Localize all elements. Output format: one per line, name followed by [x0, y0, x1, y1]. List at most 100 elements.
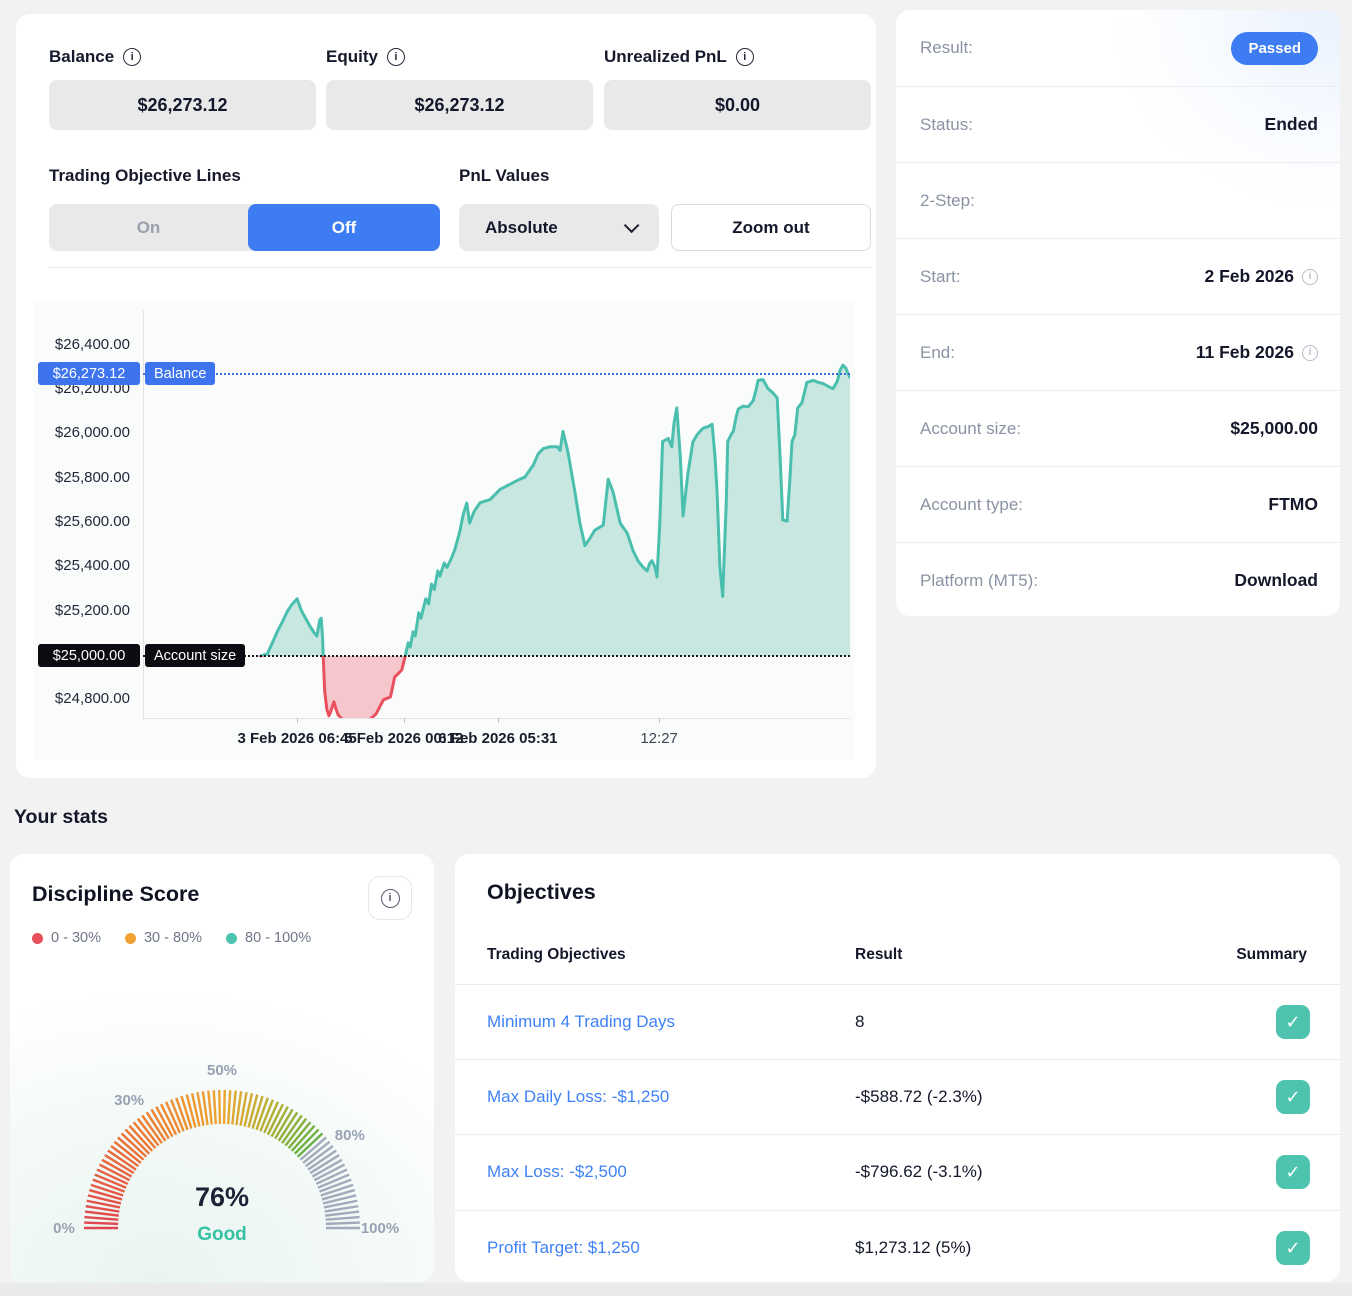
x-axis-label: 3 Feb 2026 06:45 [237, 730, 357, 747]
balance-value: $26,273.12 [49, 80, 316, 130]
objectives-card: Objectives Trading Objectives Result Sum… [455, 854, 1340, 1282]
equity-label: Equity i [326, 47, 593, 67]
objectives-title: Objectives [487, 880, 596, 904]
objective-row-profit-target: Profit Target: $1,250 $1,273.12 (5%) ✓ [455, 1210, 1340, 1282]
x-tick-mark [497, 718, 499, 723]
pnl-values-selected: Absolute [485, 217, 558, 237]
y-axis-label: $25,200.00 [54, 601, 130, 619]
status-value: Ended [1264, 114, 1318, 134]
x-tick-mark [403, 718, 405, 723]
red-dot-icon [32, 932, 43, 944]
profit-target-link[interactable]: Profit Target: $1,250 [487, 1238, 640, 1257]
min-trading-days-link[interactable]: Minimum 4 Trading Days [487, 1012, 676, 1031]
account-size-row: Account size: $25,000.00 [896, 390, 1340, 466]
x-tick-mark [659, 718, 661, 723]
end-value: 11 Feb 2026 i [1196, 342, 1318, 363]
two-step-row: 2-Step: [896, 162, 1340, 238]
legend-high-label: 80 - 100% [245, 930, 312, 946]
equity-label-text: Equity [326, 47, 378, 66]
check-icon: ✓ [1276, 1080, 1310, 1114]
unrealized-pnl-label: Unrealized PnL i [604, 47, 871, 67]
balance-chart-card: Balance i $26,273.12 Equity i $26,273.12… [16, 14, 876, 778]
balance-info-icon[interactable]: i [123, 48, 142, 66]
check-icon: ✓ [1276, 1005, 1310, 1039]
end-info-icon[interactable]: i [1302, 344, 1318, 361]
gauge-axis-label: 0% [53, 1220, 75, 1237]
your-stats-title: Your stats [14, 806, 108, 828]
balance-line [143, 372, 850, 375]
chevron-down-icon [623, 217, 640, 234]
zoom-out-button[interactable]: Zoom out [671, 204, 871, 251]
account-size-value: $25,000.00 [1230, 418, 1318, 438]
discipline-score-card: Discipline Score i 0 - 30% 30 - 80% 80 -… [10, 854, 434, 1282]
account-type-row: Account type: FTMO [896, 466, 1340, 542]
footer-strip [0, 1283, 1352, 1296]
platform-download-link[interactable]: Download [1234, 570, 1318, 590]
legend-item-mid: 30 - 80% [124, 930, 203, 946]
unrealized-pnl-info-icon[interactable]: i [735, 48, 754, 66]
two-step-label: 2-Step: [920, 190, 975, 210]
discipline-info-button[interactable]: i [368, 876, 412, 920]
pnl-values-select[interactable]: Absolute [459, 204, 659, 251]
account-info-card: Result: Passed Status: Ended 2-Step: Sta… [896, 10, 1340, 616]
balance-label: Balance i [49, 47, 316, 67]
discipline-info-icon: i [380, 888, 400, 908]
platform-row: Platform (MT5): Download [896, 542, 1340, 618]
equity-stat: Equity i $26,273.12 [326, 47, 593, 130]
y-axis-label: $26,000.00 [54, 424, 130, 442]
gauge-axis-label: 50% [207, 1062, 237, 1079]
objective-row-max-daily-loss: Max Daily Loss: -$1,250 -$588.72 (-2.3%)… [455, 1059, 1340, 1134]
platform-label: Platform (MT5): [920, 570, 1039, 590]
col-result: Result [855, 946, 903, 963]
balance-label-text: Balance [49, 47, 115, 66]
account-type-label: Account type: [920, 494, 1024, 514]
legend-item-low: 0 - 30% [32, 930, 101, 946]
y-axis-label: $26,400.00 [54, 335, 130, 353]
start-date: 2 Feb 2026 [1204, 266, 1295, 286]
unrealized-pnl-value: $0.00 [604, 80, 871, 130]
discipline-gauge: 0% 30% 50% 80% 100% [53, 1062, 399, 1237]
account-size-value-chip: $25,000.00 [38, 644, 140, 668]
max-daily-loss-link[interactable]: Max Daily Loss: -$1,250 [487, 1087, 670, 1106]
objectives-table-header: Trading Objectives Result Summary [455, 946, 1340, 984]
status-label: Status: [920, 114, 973, 134]
min-trading-days-result: 8 [855, 1012, 865, 1031]
legend-mid-label: 30 - 80% [143, 930, 203, 946]
end-row: End: 11 Feb 2026 i [896, 314, 1340, 390]
status-row: Status: Ended [896, 86, 1340, 162]
start-value: 2 Feb 2026 i [1204, 266, 1318, 287]
divider [49, 267, 871, 268]
legend-low-label: 0 - 30% [51, 930, 101, 946]
x-axis-label: 6 Feb 2026 05:31 [438, 730, 558, 747]
account-size-name-chip: Account size [145, 644, 246, 668]
balance-stat: Balance i $26,273.12 [49, 47, 316, 130]
balance-value-chip: $26,273.12 [38, 362, 140, 386]
x-tick-mark [297, 718, 299, 723]
unrealized-pnl-stat: Unrealized PnL i $0.00 [604, 47, 871, 130]
start-info-icon[interactable]: i [1302, 268, 1318, 285]
profit-target-result: $1,273.12 (5%) [855, 1238, 972, 1257]
balance-area-chart [258, 363, 850, 718]
objective-lines-toggle: On Off [49, 204, 440, 251]
gauge-axis-label: 100% [361, 1220, 399, 1237]
end-label: End: [920, 342, 955, 362]
col-summary: Summary [1236, 946, 1307, 963]
col-trading-objectives: Trading Objectives [487, 946, 626, 963]
check-icon: ✓ [1276, 1155, 1310, 1189]
pnl-values-label: PnL Values [459, 166, 550, 185]
y-axis-label: $25,800.00 [54, 468, 130, 486]
x-axis-label: 12:27 [640, 730, 678, 747]
chart-x-axis [143, 718, 850, 719]
y-axis-label: $24,800.00 [54, 690, 130, 708]
equity-info-icon[interactable]: i [386, 48, 405, 66]
chart-y-axis [143, 310, 144, 718]
account-type-value: FTMO [1268, 494, 1318, 514]
y-axis-label: $25,400.00 [54, 557, 130, 575]
toggle-off-button[interactable]: Off [248, 204, 440, 251]
check-icon: ✓ [1276, 1231, 1310, 1265]
start-row: Start: 2 Feb 2026 i [896, 238, 1340, 314]
toggle-on-button[interactable]: On [136, 217, 161, 237]
result-label: Result: [920, 38, 973, 57]
account-size-label: Account size: [920, 418, 1022, 438]
max-loss-link[interactable]: Max Loss: -$2,500 [487, 1162, 627, 1181]
